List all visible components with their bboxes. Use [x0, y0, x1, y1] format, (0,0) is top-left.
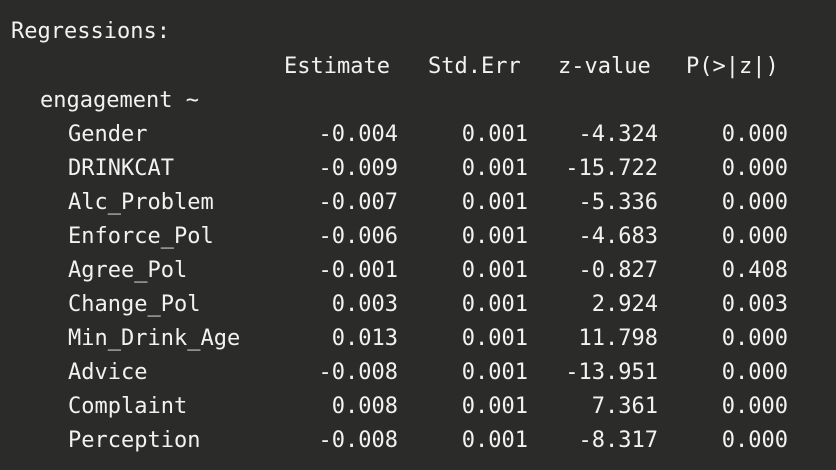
std-err-value: 0.001 [461, 122, 528, 147]
regression-row: Change_Pol 0.003 0.001 2.924 0.003 [0, 288, 836, 322]
column-header-estimate: Estimate [284, 54, 390, 79]
p-value: 0.000 [721, 394, 788, 419]
regression-row: DRINKCAT -0.009 0.001 -15.722 0.000 [0, 152, 836, 186]
z-value: -15.722 [565, 156, 658, 181]
variable-name: DRINKCAT [68, 156, 174, 181]
z-value: -4.683 [578, 224, 658, 249]
regression-row: Agree_Pol -0.001 0.001 -0.827 0.408 [0, 254, 836, 288]
regressions-heading-line: Regressions: [0, 15, 170, 49]
variable-name: Change_Pol [68, 292, 201, 317]
estimate-value: -0.006 [318, 224, 398, 249]
variable-name: Agree_Pol [68, 258, 188, 283]
std-err-value: 0.001 [461, 292, 528, 317]
variable-name: Gender [68, 122, 148, 147]
variable-name: Enforce_Pol [68, 224, 214, 249]
p-value: 0.000 [721, 360, 788, 385]
regression-row: Min_Drink_Age 0.013 0.001 11.798 0.000 [0, 322, 836, 356]
estimate-value: -0.007 [318, 190, 398, 215]
regression-row: Enforce_Pol -0.006 0.001 -4.683 0.000 [0, 220, 836, 254]
column-header-p-value: P(>|z|) [686, 54, 779, 79]
column-header-z-value: z-value [558, 54, 651, 79]
column-header-std-err: Std.Err [428, 54, 521, 79]
std-err-value: 0.001 [461, 394, 528, 419]
estimate-value: -0.001 [318, 258, 398, 283]
p-value: 0.000 [721, 156, 788, 181]
regression-row: Gender -0.004 0.001 -4.324 0.000 [0, 118, 836, 152]
variable-name: Alc_Problem [68, 190, 214, 215]
variable-name: Perception [68, 428, 201, 453]
z-value: 7.361 [591, 394, 658, 419]
column-header-row: Estimate Std.Err z-value P(>|z|) [0, 50, 836, 84]
estimate-value: 0.008 [331, 394, 398, 419]
regression-row: Perception -0.008 0.001 -8.317 0.000 [0, 424, 836, 458]
p-value: 0.408 [721, 258, 788, 283]
std-err-value: 0.001 [461, 190, 528, 215]
std-err-value: 0.001 [461, 360, 528, 385]
p-value: 0.000 [721, 190, 788, 215]
variable-name: Advice [68, 360, 148, 385]
p-value: 0.000 [721, 224, 788, 249]
regressions-heading: Regressions: [11, 19, 170, 44]
z-value: 2.924 [591, 292, 658, 317]
estimate-value: -0.008 [318, 360, 398, 385]
estimate-value: -0.004 [318, 122, 398, 147]
regression-row: Advice -0.008 0.001 -13.951 0.000 [0, 356, 836, 390]
std-err-value: 0.001 [461, 326, 528, 351]
p-value: 0.000 [721, 326, 788, 351]
group-label-line: engagement ~ [0, 84, 199, 118]
variable-name: Min_Drink_Age [68, 326, 241, 351]
estimate-value: -0.009 [318, 156, 398, 181]
std-err-value: 0.001 [461, 428, 528, 453]
z-value: -4.324 [578, 122, 658, 147]
p-value: 0.003 [721, 292, 788, 317]
estimate-value: -0.008 [318, 428, 398, 453]
p-value: 0.000 [721, 122, 788, 147]
regression-row: Alc_Problem -0.007 0.001 -5.336 0.000 [0, 186, 836, 220]
std-err-value: 0.001 [461, 258, 528, 283]
regression-row: Complaint 0.008 0.001 7.361 0.000 [0, 390, 836, 424]
z-value: -13.951 [565, 360, 658, 385]
std-err-value: 0.001 [461, 224, 528, 249]
std-err-value: 0.001 [461, 156, 528, 181]
variable-name: Complaint [68, 394, 188, 419]
z-value: -8.317 [578, 428, 658, 453]
z-value: -0.827 [578, 258, 658, 283]
estimate-value: 0.003 [331, 292, 398, 317]
p-value: 0.000 [721, 428, 788, 453]
regression-group-label: engagement ~ [40, 88, 199, 113]
estimate-value: 0.013 [331, 326, 398, 351]
z-value: 11.798 [578, 326, 658, 351]
z-value: -5.336 [578, 190, 658, 215]
